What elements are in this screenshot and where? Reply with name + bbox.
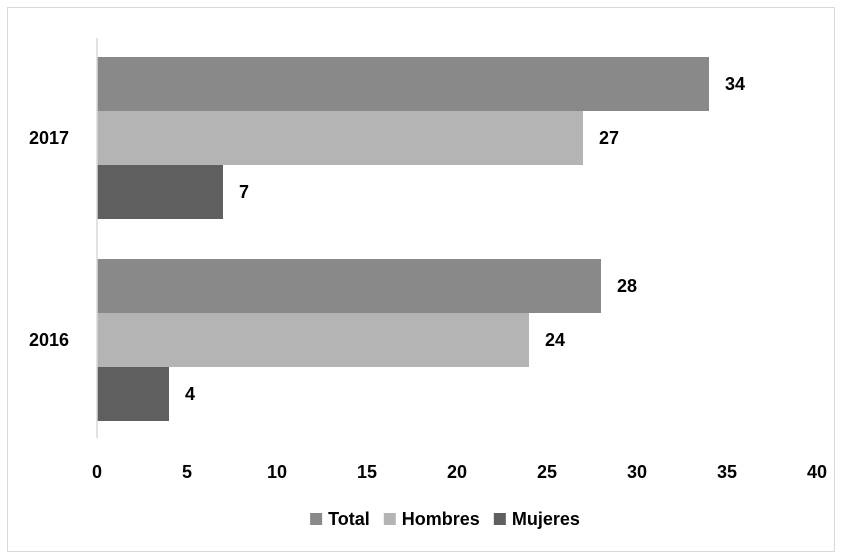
legend-label-hombres: Hombres <box>402 509 480 529</box>
legend-label-mujeres: Mujeres <box>512 509 580 529</box>
data-label-total-2017: 34 <box>725 74 745 94</box>
bar-total-2016 <box>97 259 601 313</box>
x-tick-label-30: 30 <box>627 462 647 482</box>
bar-mujeres-2017 <box>97 165 223 219</box>
legend-swatch-hombres <box>383 513 396 525</box>
legend-item-hombres: Hombres <box>383 509 480 529</box>
x-tick-label-25: 25 <box>537 462 557 482</box>
bars-layer <box>97 57 709 421</box>
x-tick-label-20: 20 <box>447 462 467 482</box>
data-label-mujeres-2017: 7 <box>239 182 249 202</box>
data-label-total-2016: 28 <box>617 276 637 296</box>
data-label-hombres-2016: 24 <box>545 330 565 350</box>
legend-label-total: Total <box>328 509 370 529</box>
data-label-hombres-2017: 27 <box>599 128 619 148</box>
bar-hombres-2016 <box>97 313 529 367</box>
data-label-mujeres-2016: 4 <box>185 384 195 404</box>
x-tick-label-15: 15 <box>357 462 377 482</box>
x-tick-label-10: 10 <box>267 462 287 482</box>
legend-item-mujeres: Mujeres <box>493 509 580 529</box>
legend-swatch-total <box>310 513 323 525</box>
bar-mujeres-2016 <box>97 367 169 421</box>
x-tick-label-0: 0 <box>92 462 102 482</box>
category-label-2016: 2016 <box>29 330 69 350</box>
x-axis-ticks: 0 5 10 15 20 25 30 35 40 <box>92 462 827 482</box>
bar-total-2017 <box>97 57 709 111</box>
bar-hombres-2017 <box>97 111 583 165</box>
x-tick-label-40: 40 <box>807 462 827 482</box>
legend-swatch-mujeres <box>493 513 506 525</box>
legend-item-total: Total <box>310 509 370 529</box>
x-tick-label-5: 5 <box>182 462 192 482</box>
category-label-2017: 2017 <box>29 128 69 148</box>
data-labels: 34 27 7 28 24 4 <box>185 74 745 404</box>
category-labels: 2017 2016 <box>29 128 69 350</box>
legend: Total Hombres Mujeres <box>310 509 580 529</box>
x-tick-label-35: 35 <box>717 462 737 482</box>
